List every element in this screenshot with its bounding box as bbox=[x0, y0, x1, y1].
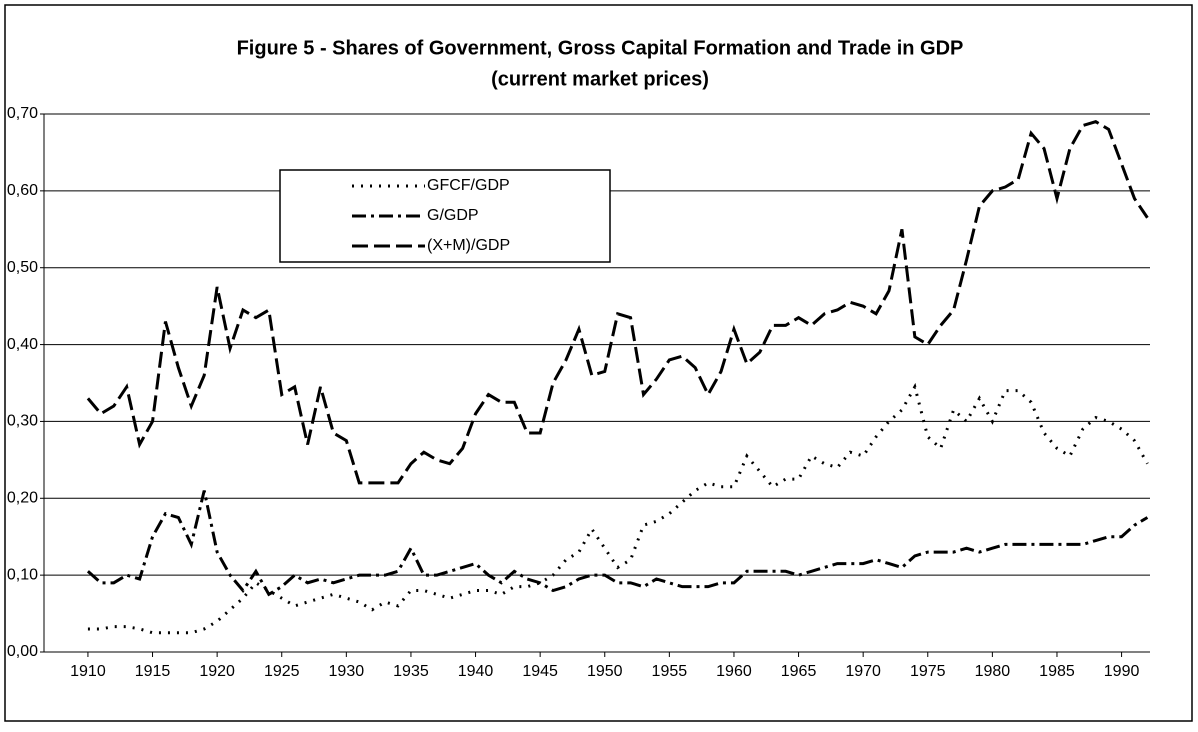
x-tick-label: 1925 bbox=[264, 663, 300, 680]
x-tick-label: 1960 bbox=[716, 663, 752, 680]
legend-label: G/GDP bbox=[427, 207, 479, 224]
x-tick-label: 1930 bbox=[329, 663, 365, 680]
x-tick-label: 1975 bbox=[910, 663, 946, 680]
y-tick-label: 0,60 bbox=[7, 182, 38, 199]
x-tick-label: 1990 bbox=[1104, 663, 1140, 680]
x-tick-label: 1965 bbox=[781, 663, 817, 680]
x-tick-label: 1910 bbox=[70, 663, 106, 680]
legend-label: (X+M)/GDP bbox=[427, 237, 510, 254]
legend-box bbox=[279, 169, 611, 263]
chart-title: Figure 5 - Shares of Government, Gross C… bbox=[237, 37, 964, 59]
y-tick-label: 0,20 bbox=[7, 490, 38, 507]
x-tick-label: 1980 bbox=[975, 663, 1011, 680]
y-tick-label: 0,30 bbox=[7, 413, 38, 430]
y-tick-label: 0,00 bbox=[7, 643, 38, 660]
x-tick-label: 1950 bbox=[587, 663, 623, 680]
x-tick-label: 1915 bbox=[135, 663, 171, 680]
x-tick-label: 1940 bbox=[458, 663, 494, 680]
chart-subtitle: (current market prices) bbox=[491, 68, 709, 90]
y-tick-label: 0,10 bbox=[7, 566, 38, 583]
chart-border bbox=[4, 4, 1193, 722]
x-tick-label: 1935 bbox=[393, 663, 429, 680]
legend-label: GFCF/GDP bbox=[427, 177, 510, 194]
series-line bbox=[87, 382, 1149, 635]
x-tick-label: 1985 bbox=[1039, 663, 1075, 680]
x-tick-label: 1970 bbox=[845, 663, 881, 680]
y-tick-label: 0,40 bbox=[7, 336, 38, 353]
series-line bbox=[86, 120, 1149, 485]
x-tick-label: 1955 bbox=[652, 663, 688, 680]
y-tick-label: 0,70 bbox=[7, 105, 38, 122]
series-line bbox=[86, 490, 1149, 597]
x-tick-label: 1920 bbox=[199, 663, 235, 680]
y-tick-label: 0,50 bbox=[7, 259, 38, 276]
x-tick-label: 1945 bbox=[522, 663, 558, 680]
